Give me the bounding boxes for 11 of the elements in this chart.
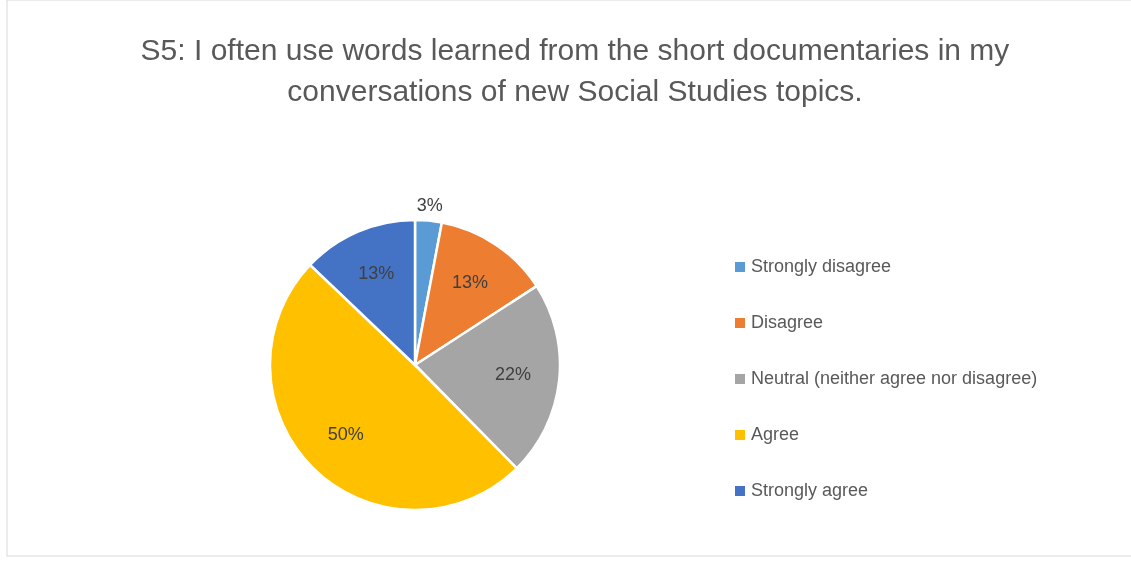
- legend-label: Agree: [751, 423, 800, 444]
- legend-label: Strongly disagree: [751, 255, 892, 276]
- data-label: 3%: [416, 195, 443, 216]
- legend-label: Disagree: [751, 311, 824, 332]
- legend-label: Neutral (neither agree nor disagree): [751, 367, 1038, 388]
- data-label: 13%: [358, 263, 395, 284]
- data-label: 22%: [495, 364, 532, 385]
- legend-label: Strongly agree: [751, 479, 869, 500]
- chart-title: S5: I often use words learned from the short documentaries in my conversations of new Social Studies topics.: [140, 33, 1010, 107]
- data-label: 13%: [451, 271, 488, 292]
- data-label: 50%: [327, 424, 364, 445]
